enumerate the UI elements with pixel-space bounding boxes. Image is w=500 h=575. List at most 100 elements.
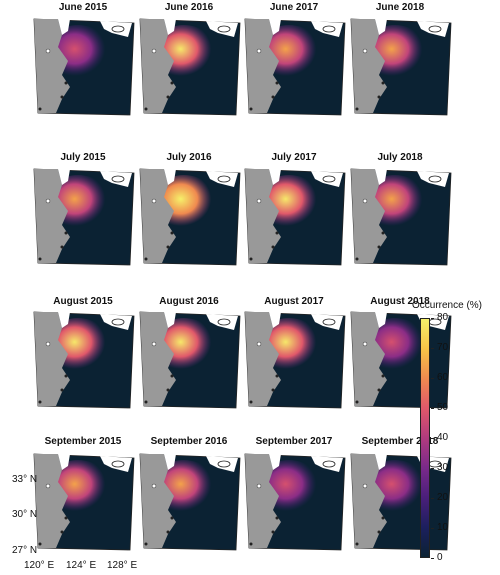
land [140,19,176,113]
land [351,169,387,263]
map-panel [349,167,453,267]
island [60,388,64,392]
colorbar-tick-label: 70 [437,342,449,353]
colorbar-tickmark [431,408,434,409]
island [38,400,42,404]
island [275,374,279,378]
island [256,483,262,489]
island [217,25,231,33]
island [322,460,336,468]
island [144,542,148,546]
island [111,175,125,183]
land [245,169,281,263]
island [151,483,157,489]
land [58,19,70,35]
land [417,171,449,187]
island [64,374,68,378]
panel-title: July 2017 [271,152,317,163]
island [377,245,381,249]
island [166,388,170,392]
lat-label: 33° N [12,474,38,485]
colorbar-tickmark [431,318,434,319]
island [38,107,42,111]
land [206,21,238,37]
land [417,21,449,37]
land [375,169,387,185]
land [245,312,281,406]
panel-title: July 2015 [60,152,106,163]
colorbar-tickmark [431,348,434,349]
island [170,81,174,85]
land [100,314,132,330]
colorbar-title: Occurrence (%) [412,300,483,311]
island [170,374,174,378]
map-panel [349,17,453,117]
colorbar-tick-label: 40 [437,432,449,443]
island [377,388,381,392]
land [245,19,281,113]
island [355,107,359,111]
land [206,456,238,472]
island [217,175,231,183]
land [269,454,281,470]
lat-label: 30° N [12,509,38,520]
colorbar [420,318,430,558]
island [111,460,125,468]
land [375,454,387,470]
land [58,312,70,328]
island [355,257,359,261]
land [140,169,176,263]
land [311,456,343,472]
land [100,456,132,472]
colorbar-tick-label: 0 [437,552,443,563]
land [311,21,343,37]
map-panel [32,310,136,410]
colorbar-tickmark [431,498,434,499]
map-panel [138,452,242,552]
island [38,257,42,261]
colorbar-tickmark [431,378,434,379]
island [111,318,125,326]
colorbar-tickmark [431,468,434,469]
land [34,312,70,406]
panel-title: August 2016 [159,296,219,307]
island [275,81,279,85]
panel-title: June 2016 [164,2,214,13]
lat-label: 27° N [12,545,38,556]
land [269,169,281,185]
map-panel [32,167,136,267]
island [64,516,68,520]
land [351,19,387,113]
island [322,175,336,183]
island [355,542,359,546]
land [100,171,132,187]
colorbar-tickmark [431,558,434,559]
island [381,374,385,378]
land [351,312,387,406]
panel-title: June 2018 [375,2,425,13]
land [164,312,176,328]
island [249,400,253,404]
land [140,312,176,406]
island [275,516,279,520]
land [269,19,281,35]
colorbar-tick-label: 60 [437,372,449,383]
island [381,516,385,520]
panel-title: August 2018 [370,296,430,307]
land [164,19,176,35]
island [60,530,64,534]
land [375,19,387,35]
island [60,95,64,99]
island [166,95,170,99]
island [38,542,42,546]
island [249,257,253,261]
land [351,454,387,548]
island [256,48,262,54]
land [140,454,176,548]
land [100,21,132,37]
island [377,95,381,99]
island [45,483,51,489]
island [322,25,336,33]
island [381,81,385,85]
land [34,454,70,548]
